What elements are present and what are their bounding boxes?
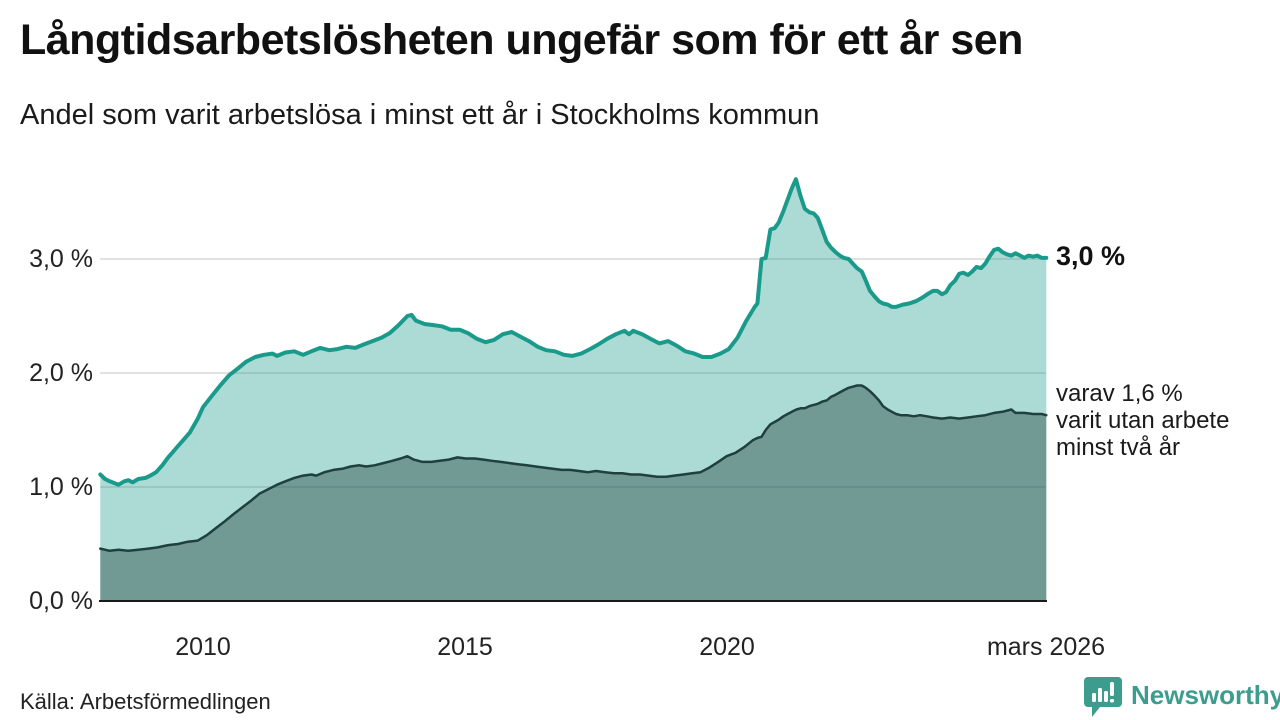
newsworthy-logo: Newsworthy xyxy=(1084,676,1280,718)
two-year-annotation-line3: minst två år xyxy=(1056,434,1181,461)
page-title: Långtidsarbetslösheten ungefär som för e… xyxy=(20,16,1023,64)
chart-subtitle: Andel som varit arbetslösa i minst ett å… xyxy=(20,99,820,131)
y-tick-0: 0,0 % xyxy=(29,587,93,615)
gridlines xyxy=(100,258,1046,488)
series-lines xyxy=(98,177,1049,553)
area-two-years xyxy=(100,385,1047,601)
series-areas xyxy=(100,179,1047,601)
x-tick-2020: 2020 xyxy=(699,633,755,661)
two-year-annotation-line2: varit utan arbete xyxy=(1056,407,1230,434)
line-total xyxy=(98,177,1049,487)
y-tick-2: 2,0 % xyxy=(29,359,93,387)
two-year-annotation-line1: varav 1,6 % xyxy=(1056,380,1183,407)
y-tick-1: 1,0 % xyxy=(29,473,93,501)
bar-chart-bubble-icon xyxy=(1084,677,1122,717)
x-tick-2015: 2015 xyxy=(437,633,493,661)
area-total xyxy=(100,179,1047,601)
line-two-years xyxy=(99,384,1048,553)
source-credit: Källa: Arbetsförmedlingen xyxy=(20,689,271,714)
total-end-value-label: 3,0 % xyxy=(1056,241,1126,271)
x-tick-mars-2026: mars 2026 xyxy=(986,633,1106,661)
brand-name: Newsworthy xyxy=(1131,680,1280,710)
two-year-annotation: varav 1,6 % varit utan arbete minst två … xyxy=(1056,380,1229,461)
y-tick-3: 3,0 % xyxy=(29,245,93,273)
x-tick-2010: 2010 xyxy=(175,633,231,661)
